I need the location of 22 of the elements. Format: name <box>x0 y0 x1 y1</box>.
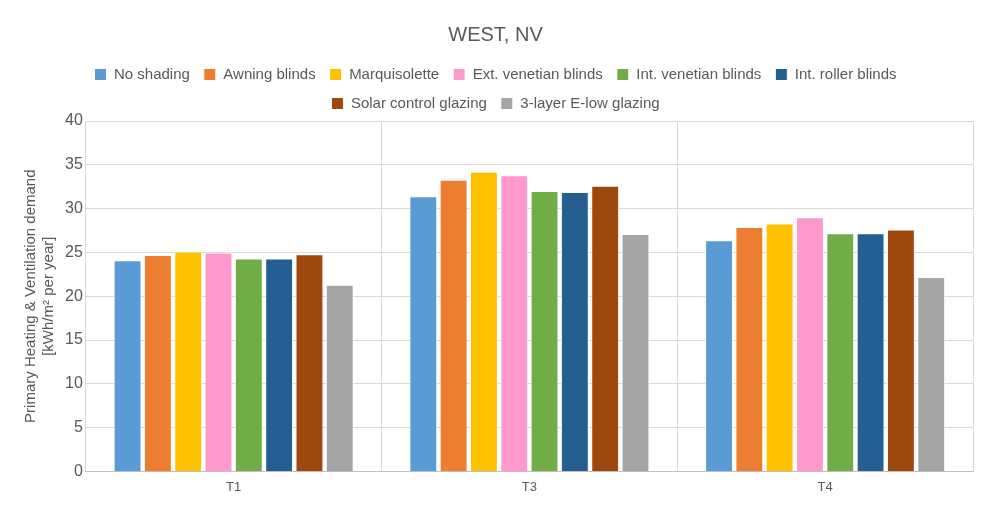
y-tick-label: 20 <box>65 286 83 304</box>
x-tick-label: T3 <box>521 478 537 494</box>
legend-label: Marquisolette <box>349 64 440 82</box>
legend-label: Ext. venetian blinds <box>472 64 603 82</box>
y-tick-label: 5 <box>73 418 83 436</box>
y-tick-label: 15 <box>65 330 83 348</box>
legend-label: Int. venetian blinds <box>636 64 762 82</box>
legend-label: No shading <box>113 64 190 82</box>
y-tick-label: 40 <box>65 111 83 129</box>
legend-label: Awning blinds <box>223 64 316 82</box>
legend-label: Int. roller blinds <box>794 64 897 82</box>
y-tick-label: 30 <box>65 199 83 217</box>
y-tick-label: 25 <box>65 242 83 260</box>
legend-label: Solar control glazing <box>350 93 487 111</box>
y-tick-label: 0 <box>73 461 83 479</box>
x-tick-label: T1 <box>226 478 242 494</box>
x-tick-label: T4 <box>817 478 833 494</box>
legend-label: 3-layer E-low glazing <box>520 93 660 111</box>
y-tick-label: 35 <box>65 155 83 173</box>
y-tick-label: 10 <box>65 374 83 392</box>
y-axis-title: Primary Heating & Ventilation demand [kWh/m² per year] <box>21 169 57 423</box>
chart-title: WEST, NV <box>448 22 544 45</box>
